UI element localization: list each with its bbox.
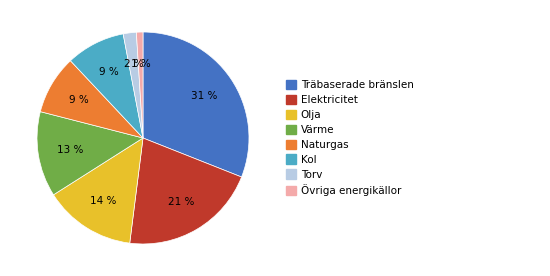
Text: 31 %: 31 % (191, 91, 218, 101)
Text: 9 %: 9 % (69, 95, 89, 105)
Wedge shape (37, 112, 143, 195)
Wedge shape (70, 34, 143, 138)
Wedge shape (130, 138, 241, 244)
Legend: Träbaserade bränslen, Elektricitet, Olja, Värme, Naturgas, Kol, Torv, Övriga ene: Träbaserade bränslen, Elektricitet, Olja… (286, 80, 414, 196)
Wedge shape (143, 32, 249, 177)
Text: 14 %: 14 % (90, 196, 117, 206)
Text: 2 %: 2 % (124, 59, 144, 69)
Text: 1 %: 1 % (131, 59, 151, 69)
Wedge shape (123, 32, 143, 138)
Text: 9 %: 9 % (100, 67, 119, 77)
Wedge shape (40, 61, 143, 138)
Text: 13 %: 13 % (57, 145, 83, 155)
Text: 21 %: 21 % (168, 197, 194, 207)
Wedge shape (136, 32, 143, 138)
Wedge shape (53, 138, 143, 243)
